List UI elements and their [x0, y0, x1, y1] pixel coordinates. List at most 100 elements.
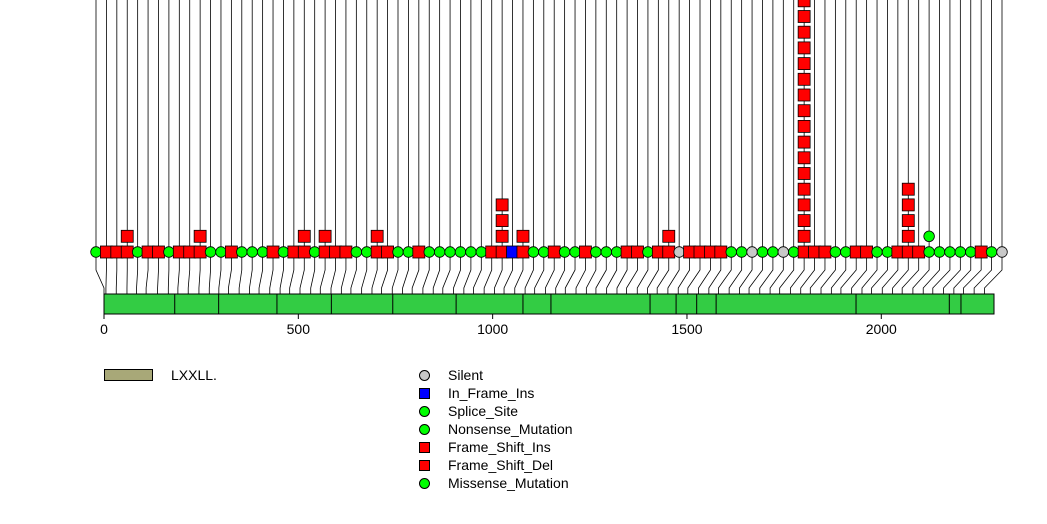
position-connector	[544, 252, 555, 294]
legend-nonsense-mutation: Nonsense_Mutation	[419, 420, 573, 438]
position-connector	[943, 252, 961, 294]
mutation-marker	[840, 246, 852, 258]
mutation-marker	[495, 229, 509, 243]
position-connector	[228, 252, 232, 294]
mutation-marker	[402, 246, 415, 258]
silent-marker-icon	[419, 369, 430, 381]
mutation-marker	[277, 246, 290, 258]
position-connector	[973, 252, 992, 294]
mutation-stems	[95, 0, 1003, 252]
mutation-marker	[495, 198, 509, 212]
mutation-marker	[163, 246, 175, 258]
position-connector	[136, 252, 139, 294]
position-connector	[340, 252, 347, 294]
mutation-marker	[797, 72, 811, 86]
mutation-marker	[495, 214, 509, 228]
legend-in-frame-ins: In_Frame_Ins	[419, 384, 534, 402]
mutation-marker	[797, 167, 811, 180]
position-connector	[881, 252, 899, 294]
position-connector	[809, 252, 826, 294]
mutation-marker	[454, 246, 467, 258]
mutation-marker	[797, 182, 811, 196]
mutation-marker	[756, 246, 769, 258]
splice-site-marker-icon	[419, 405, 430, 417]
position-connector	[422, 252, 430, 294]
mutation-marker	[193, 229, 207, 243]
mutation-marker	[423, 246, 435, 258]
position-connector	[310, 252, 316, 294]
mutation-marker	[714, 245, 728, 259]
position-connector	[442, 252, 451, 294]
position-connector	[636, 252, 649, 294]
position-connector	[800, 252, 815, 294]
mutation-marker	[318, 229, 332, 243]
legend-frame-shift-ins: Frame_Shift_Ins	[419, 438, 551, 456]
position-connector	[687, 252, 701, 294]
mutation-marker	[912, 245, 926, 259]
mutation-marker	[412, 245, 426, 259]
protein-backbone	[103, 293, 995, 315]
position-connector	[319, 252, 326, 294]
position-connector	[595, 252, 607, 294]
mutation-marker	[797, 229, 811, 243]
position-connector	[402, 252, 409, 294]
legend-missense-mutation: Missense_Mutation	[419, 474, 569, 492]
axis-tick-label: 1000	[477, 321, 508, 337]
position-connector	[503, 252, 513, 294]
mutation-marker	[829, 246, 842, 258]
position-connector	[494, 252, 503, 294]
position-connector	[218, 252, 222, 294]
mutation-marker	[818, 245, 832, 259]
legend-domain-label: LXXLL.	[171, 367, 217, 383]
mutation-marker	[901, 198, 915, 212]
mutation-marker	[673, 246, 685, 258]
mutation-marker	[985, 246, 998, 258]
axis-tick-label: 2000	[866, 321, 897, 337]
legend-splice-site: Splice_Site	[419, 402, 518, 420]
mutation-marker	[797, 151, 811, 165]
position-connector	[708, 252, 722, 294]
axis-tick-label: 0	[100, 321, 108, 337]
position-connector	[371, 252, 378, 294]
position-connector	[361, 252, 368, 294]
position-connector	[820, 252, 836, 294]
position-connector	[463, 252, 472, 294]
legend-label: In_Frame_Ins	[448, 385, 535, 401]
position-connector	[115, 252, 118, 294]
frame-shift-del-marker-icon	[419, 459, 430, 471]
mutation-marker	[204, 246, 217, 258]
mutation-marker	[871, 246, 883, 258]
mutation-marker	[339, 245, 353, 259]
position-connector	[208, 252, 211, 294]
position-connector	[861, 252, 878, 294]
position-connector	[626, 252, 638, 294]
mutation-marker	[350, 246, 363, 258]
position-connector	[258, 252, 264, 294]
legend-frame-shift-del: Frame_Shift_Del	[419, 456, 553, 474]
position-connector	[656, 252, 670, 294]
position-connector	[555, 252, 566, 294]
position-connectors	[95, 252, 1003, 294]
mutation-marker	[590, 246, 602, 258]
mutation-marker	[797, 88, 811, 102]
mutation-marker	[735, 246, 748, 258]
position-connector	[381, 252, 388, 294]
position-connector	[585, 252, 597, 294]
mutation-marker	[797, 198, 811, 212]
legend-label: Nonsense_Mutation	[448, 421, 573, 437]
mutation-marker	[152, 245, 165, 259]
position-connector	[932, 252, 951, 294]
position-connector	[739, 252, 753, 294]
mutation-marker	[516, 229, 530, 243]
mutation-marker	[954, 246, 967, 258]
domain-swatch	[104, 369, 153, 381]
position-axis: 0 500 1000 1500 2000	[100, 314, 897, 337]
position-connector	[769, 252, 784, 294]
mutation-marker	[246, 246, 258, 258]
legend-label: Splice_Site	[448, 403, 519, 419]
position-connector	[901, 252, 920, 294]
protein-bar	[103, 293, 995, 315]
mutation-marker	[516, 245, 530, 259]
mutation-marker	[901, 182, 915, 196]
mutation-marker	[996, 246, 1008, 258]
